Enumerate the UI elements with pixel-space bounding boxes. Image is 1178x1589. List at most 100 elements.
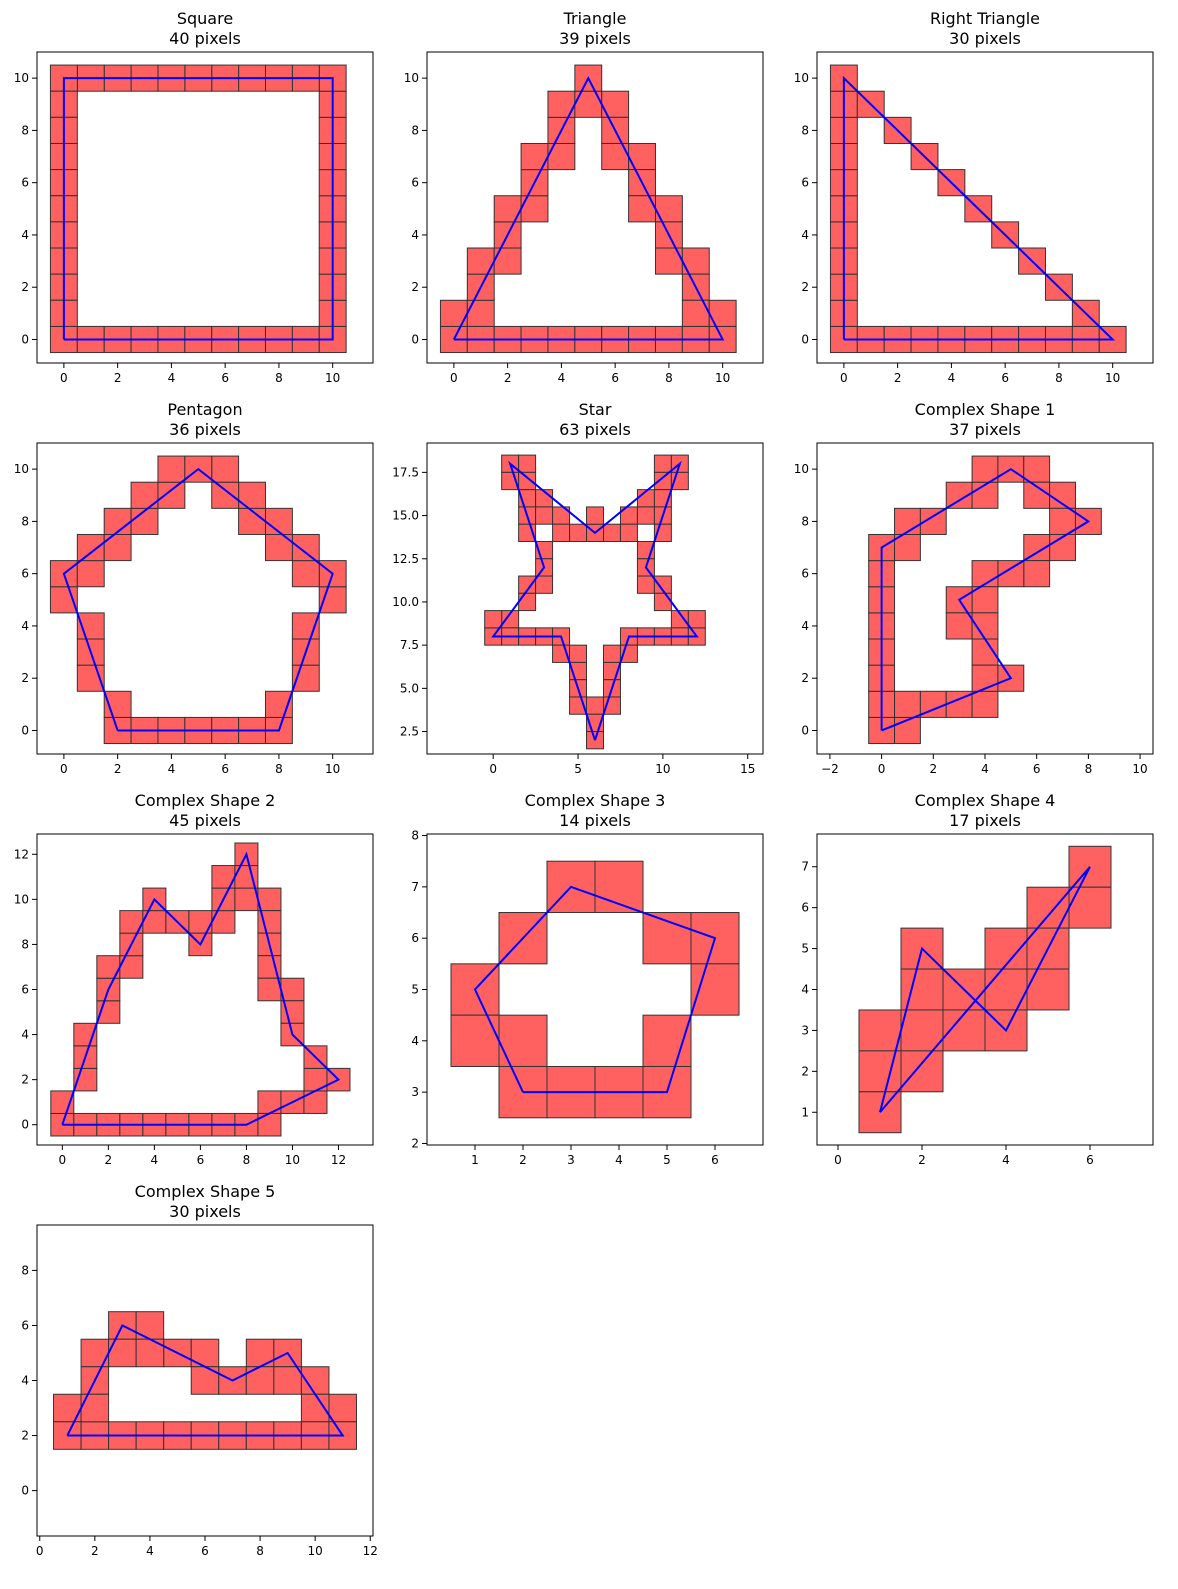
subplot-title: Complex Shape 5 <box>135 1182 276 1201</box>
subplot-subtitle: 37 pixels <box>949 420 1021 439</box>
subplot: 0 2 4 6 8 10 12 0 2 4 6 8 10 12 Complex Shape 245 pixe… <box>14 791 374 1167</box>
pixel-cell <box>619 523 638 542</box>
x-tick-label: 10 <box>285 1153 300 1167</box>
plot-area <box>49 455 347 745</box>
x-tick-label: 0 <box>878 762 886 776</box>
x-tick-label: 0 <box>60 371 68 385</box>
pixel-cell <box>76 560 105 588</box>
pixel-cell <box>103 507 132 535</box>
pixel-cell <box>602 523 621 542</box>
x-tick-label: 6 <box>611 371 619 385</box>
plot-area <box>829 64 1127 354</box>
x-tick-label: 6 <box>711 1153 719 1167</box>
x-tick-label: 2 <box>114 762 122 776</box>
y-tick-label: 5.0 <box>400 681 419 695</box>
y-tick-label: 6 <box>21 567 29 581</box>
pixel-cell <box>894 716 921 745</box>
y-tick-label: 17.5 <box>392 465 419 479</box>
pixel-cell <box>687 610 706 629</box>
plot-area <box>868 455 1102 745</box>
pixel-cell <box>1049 533 1076 562</box>
polygon-outline <box>61 851 341 1126</box>
y-tick-label: 2 <box>21 1073 29 1087</box>
axes-frame <box>426 51 764 364</box>
x-tick-label: 12 <box>363 1544 378 1558</box>
pixel-cell <box>291 560 320 588</box>
pixel-cell <box>653 454 672 473</box>
subplot: −2 0 2 4 6 8 10 0 2 4 6 8 10 Complex Shape 137 pixels <box>794 400 1154 776</box>
subplot-subtitle: 39 pixels <box>559 29 631 48</box>
y-tick-label: 2 <box>21 671 29 685</box>
x-tick-label: 2 <box>894 371 902 385</box>
pixel-cell <box>76 533 105 562</box>
y-tick-label: 12 <box>14 847 29 861</box>
y-tick-label: 10 <box>14 892 29 906</box>
pixel-cell <box>574 64 603 92</box>
subplot-subtitle: 17 pixels <box>949 811 1021 830</box>
y-tick-label: 4 <box>411 228 419 242</box>
y-tick-label: 1 <box>801 1105 809 1119</box>
x-tick-label: 0 <box>450 371 458 385</box>
x-tick-label: −2 <box>821 762 839 776</box>
y-tick-label: 3 <box>801 1023 809 1037</box>
plot-area <box>53 1311 357 1450</box>
pixel-cell <box>257 977 282 1002</box>
x-tick-label: 5 <box>663 1153 671 1167</box>
pixel-cell <box>484 610 503 629</box>
axes-frame <box>36 442 374 755</box>
subplot: 0 2 4 6 8 10 12 0 2 4 6 8 Complex Shape 530 pixels <box>21 1182 378 1558</box>
subplot-subtitle: 63 pixels <box>559 420 631 439</box>
x-tick-label: 10 <box>308 1544 323 1558</box>
polygon-outline <box>879 866 1091 1113</box>
y-tick-label: 8 <box>411 123 419 137</box>
pixel-cell <box>1023 455 1051 483</box>
y-tick-label: 5 <box>801 942 809 956</box>
x-tick-label: 4 <box>168 371 176 385</box>
y-tick-label: 10 <box>794 462 809 476</box>
y-tick-label: 2.5 <box>400 725 419 739</box>
axes-frame <box>36 51 374 364</box>
y-tick-label: 5 <box>411 983 419 997</box>
x-tick-label: 8 <box>665 371 673 385</box>
pixel-cell <box>157 455 186 483</box>
x-tick-label: 2 <box>114 371 122 385</box>
subplot-title: Complex Shape 4 <box>915 791 1056 810</box>
pixel-cell <box>653 471 672 491</box>
y-tick-label: 8 <box>21 514 29 528</box>
x-tick-label: 5 <box>574 762 582 776</box>
subplot-title: Square <box>177 9 233 28</box>
x-tick-label: 8 <box>275 762 283 776</box>
subplot-title: Complex Shape 3 <box>525 791 666 810</box>
pixel-cell <box>518 454 537 473</box>
x-tick-label: 10 <box>715 371 730 385</box>
y-tick-label: 0 <box>21 332 29 346</box>
y-tick-label: 4 <box>801 228 809 242</box>
subplot: 1 2 3 4 5 6 2 3 4 5 6 7 8 Complex Shape 314 pixels <box>411 791 764 1167</box>
polygon-outline <box>62 77 334 341</box>
y-tick-label: 8 <box>21 1263 29 1277</box>
y-tick-label: 15.0 <box>392 509 419 523</box>
plot-area <box>484 454 706 750</box>
subplot-title: Complex Shape 2 <box>135 791 276 810</box>
pixel-cell <box>493 195 522 223</box>
pixel-cell <box>900 1009 944 1052</box>
pixel-cell <box>858 1009 902 1052</box>
y-tick-label: 6 <box>411 176 419 190</box>
x-tick-label: 6 <box>1033 762 1041 776</box>
pixel-cell <box>280 977 305 1002</box>
x-tick-label: 0 <box>36 1544 44 1558</box>
x-tick-label: 2 <box>105 1153 113 1167</box>
pixel-cell <box>636 575 655 594</box>
y-tick-label: 10 <box>794 71 809 85</box>
y-tick-label: 6 <box>801 176 809 190</box>
subplot: 0 2 4 6 1 2 3 4 5 6 7 Complex Shape 417 pixels <box>801 791 1154 1167</box>
y-tick-label: 10 <box>14 71 29 85</box>
y-tick-label: 2 <box>21 1429 29 1443</box>
plot-area <box>50 842 351 1137</box>
pixel-cell <box>535 506 554 525</box>
y-tick-label: 10 <box>404 71 419 85</box>
x-tick-label: 10 <box>325 371 340 385</box>
